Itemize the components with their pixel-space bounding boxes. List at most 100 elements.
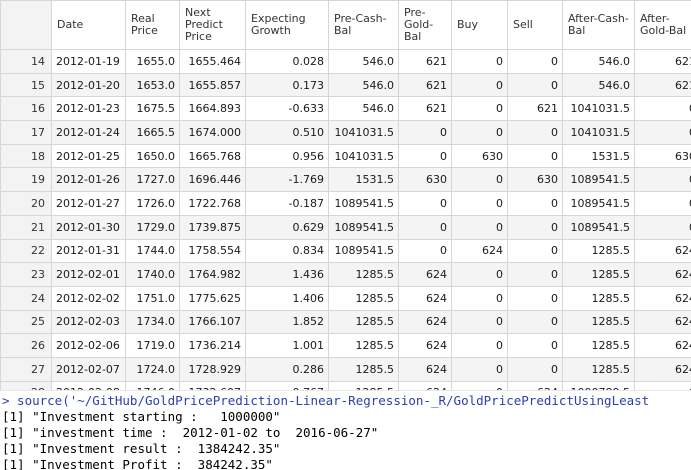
row-index: 14 xyxy=(1,50,52,74)
pre-gold-bal-cell: 624 xyxy=(399,263,452,287)
pre-gold-bal-cell: 0 xyxy=(399,144,452,168)
pre-cash-bal-cell: 1285.5 xyxy=(329,310,399,334)
column-header-expecting-growth[interactable]: Expecting Growth xyxy=(246,1,329,50)
r-console[interactable]: > source('~/GitHub/GoldPricePrediction-L… xyxy=(0,390,691,470)
pre-cash-bal-cell: 1531.5 xyxy=(329,168,399,192)
after-gold-bal-cell: 624 xyxy=(635,263,691,287)
row-index: 19 xyxy=(1,168,52,192)
sell-cell: 0 xyxy=(508,144,563,168)
console-output-line: [1] "Investment starting : 1000000" xyxy=(0,409,691,425)
buy-cell: 630 xyxy=(452,144,508,168)
row-index: 28 xyxy=(1,381,52,390)
pre-cash-bal-cell: 1089541.5 xyxy=(329,239,399,263)
after-gold-bal-cell: 0 xyxy=(635,97,691,121)
column-header-pre-cash-bal[interactable]: Pre-Cash-Bal xyxy=(329,1,399,50)
buy-cell: 0 xyxy=(452,50,508,74)
date-cell: 2012-02-07 xyxy=(52,357,126,381)
buy-cell: 0 xyxy=(452,73,508,97)
pre-cash-bal-cell: 1089541.5 xyxy=(329,215,399,239)
sell-cell: 0 xyxy=(508,121,563,145)
next-predict-price-cell: 1674.000 xyxy=(180,121,246,145)
table-header-row: Date Real Price Next Predict Price Expec… xyxy=(1,1,691,50)
pre-cash-bal-cell: 1285.5 xyxy=(329,286,399,310)
date-cell: 2012-01-26 xyxy=(52,168,126,192)
column-header-after-gold-bal[interactable]: After-Gold-Bal xyxy=(635,1,691,50)
buy-cell: 0 xyxy=(452,310,508,334)
buy-cell: 0 xyxy=(452,263,508,287)
buy-cell: 0 xyxy=(452,357,508,381)
pre-cash-bal-cell: 546.0 xyxy=(329,97,399,121)
next-predict-price-cell: 1764.982 xyxy=(180,263,246,287)
after-gold-bal-cell: 0 xyxy=(635,168,691,192)
sell-cell: 0 xyxy=(508,239,563,263)
table-row: 282012-02-081746.01732.607-0.7671285.562… xyxy=(1,381,691,390)
sell-cell: 0 xyxy=(508,263,563,287)
row-index: 17 xyxy=(1,121,52,145)
after-cash-bal-cell: 1041031.5 xyxy=(563,121,635,145)
buy-cell: 0 xyxy=(452,97,508,121)
expecting-growth-cell: 1.436 xyxy=(246,263,329,287)
next-predict-price-cell: 1728.929 xyxy=(180,357,246,381)
buy-cell: 0 xyxy=(452,168,508,192)
next-predict-price-cell: 1758.554 xyxy=(180,239,246,263)
expecting-growth-cell: -0.633 xyxy=(246,97,329,121)
real-price-cell: 1650.0 xyxy=(126,144,180,168)
next-predict-price-cell: 1655.464 xyxy=(180,50,246,74)
after-cash-bal-cell: 1285.5 xyxy=(563,286,635,310)
column-header-after-cash-bal[interactable]: After-Cash-Bal xyxy=(563,1,635,50)
column-header-next-predict-price[interactable]: Next Predict Price xyxy=(180,1,246,50)
pre-cash-bal-cell: 1285.5 xyxy=(329,334,399,358)
next-predict-price-cell: 1665.768 xyxy=(180,144,246,168)
column-header-pre-gold-bal[interactable]: Pre-Gold-Bal xyxy=(399,1,452,50)
pre-cash-bal-cell: 1089541.5 xyxy=(329,192,399,216)
row-index: 22 xyxy=(1,239,52,263)
after-gold-bal-cell: 0 xyxy=(635,121,691,145)
expecting-growth-cell: 0.028 xyxy=(246,50,329,74)
expecting-growth-cell: 0.510 xyxy=(246,121,329,145)
column-header-sell[interactable]: Sell xyxy=(508,1,563,50)
sell-cell: 624 xyxy=(508,381,563,390)
after-cash-bal-cell: 1089541.5 xyxy=(563,215,635,239)
after-cash-bal-cell: 1090789.5 xyxy=(563,381,635,390)
real-price-cell: 1653.0 xyxy=(126,73,180,97)
real-price-cell: 1746.0 xyxy=(126,381,180,390)
real-price-cell: 1744.0 xyxy=(126,239,180,263)
pre-cash-bal-cell: 1285.5 xyxy=(329,357,399,381)
date-cell: 2012-02-01 xyxy=(52,263,126,287)
date-cell: 2012-01-23 xyxy=(52,97,126,121)
after-gold-bal-cell: 621 xyxy=(635,73,691,97)
buy-cell: 0 xyxy=(452,334,508,358)
row-index: 21 xyxy=(1,215,52,239)
sell-cell: 0 xyxy=(508,357,563,381)
real-price-cell: 1729.0 xyxy=(126,215,180,239)
row-index: 23 xyxy=(1,263,52,287)
buy-cell: 0 xyxy=(452,121,508,145)
pre-cash-bal-cell: 1285.5 xyxy=(329,263,399,287)
date-cell: 2012-01-31 xyxy=(52,239,126,263)
after-cash-bal-cell: 1285.5 xyxy=(563,263,635,287)
column-header-real-price[interactable]: Real Price xyxy=(126,1,180,50)
console-command-line[interactable]: > source('~/GitHub/GoldPricePrediction-L… xyxy=(0,393,691,409)
date-cell: 2012-02-06 xyxy=(52,334,126,358)
column-header-index[interactable] xyxy=(1,1,52,50)
row-index: 20 xyxy=(1,192,52,216)
pre-gold-bal-cell: 621 xyxy=(399,50,452,74)
sell-cell: 0 xyxy=(508,73,563,97)
after-gold-bal-cell: 624 xyxy=(635,310,691,334)
after-cash-bal-cell: 1531.5 xyxy=(563,144,635,168)
row-index: 27 xyxy=(1,357,52,381)
column-header-buy[interactable]: Buy xyxy=(452,1,508,50)
pre-gold-bal-cell: 630 xyxy=(399,168,452,192)
real-price-cell: 1734.0 xyxy=(126,310,180,334)
column-header-date[interactable]: Date xyxy=(52,1,126,50)
pre-gold-bal-cell: 624 xyxy=(399,381,452,390)
buy-cell: 0 xyxy=(452,286,508,310)
after-cash-bal-cell: 1285.5 xyxy=(563,357,635,381)
real-price-cell: 1719.0 xyxy=(126,334,180,358)
after-gold-bal-cell: 630 xyxy=(635,144,691,168)
